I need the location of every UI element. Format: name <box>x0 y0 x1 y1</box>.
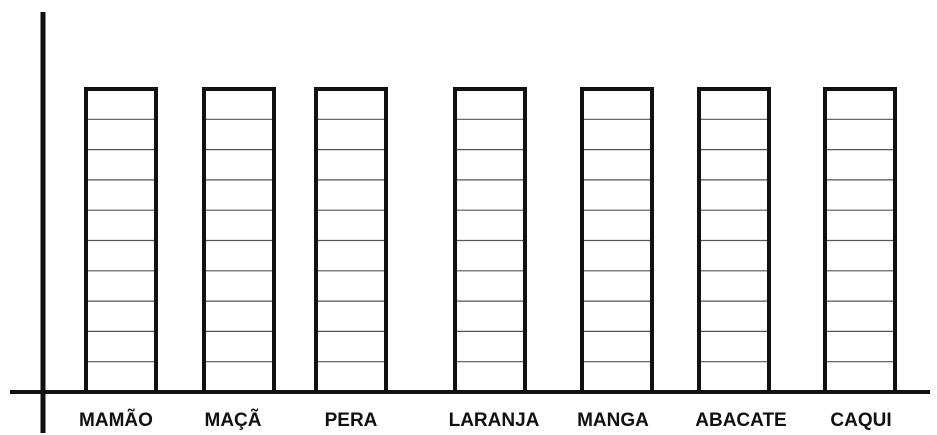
bar-outline <box>314 87 388 394</box>
category-label-laranja: LARANJA <box>449 410 540 431</box>
chart-bars <box>84 87 897 394</box>
bar-outline <box>823 87 897 394</box>
bar-outline <box>453 87 527 394</box>
chart-axes <box>10 12 930 433</box>
category-label-manga: MANGA <box>577 410 649 431</box>
bar-outline <box>202 87 276 394</box>
category-label-pera: PERA <box>325 410 378 431</box>
bar-maca <box>202 87 276 394</box>
category-labels: MAMÃO MAÇÃ PERA LARANJA MANGA ABACATE CAQUI <box>79 409 892 431</box>
bar-manga <box>580 87 654 394</box>
category-label-caqui: CAQUI <box>830 410 891 431</box>
bar-caqui <box>823 87 897 394</box>
bar-pera <box>314 87 388 394</box>
category-label-mamao: MAMÃO <box>79 409 153 431</box>
category-label-maca: MAÇÃ <box>205 409 262 431</box>
bar-outline <box>84 87 158 394</box>
bar-outline <box>697 87 771 394</box>
bar-laranja <box>453 87 527 394</box>
bar-outline <box>580 87 654 394</box>
bar-abacate <box>697 87 771 394</box>
category-label-abacate: ABACATE <box>695 410 786 431</box>
bar-mamao <box>84 87 158 394</box>
